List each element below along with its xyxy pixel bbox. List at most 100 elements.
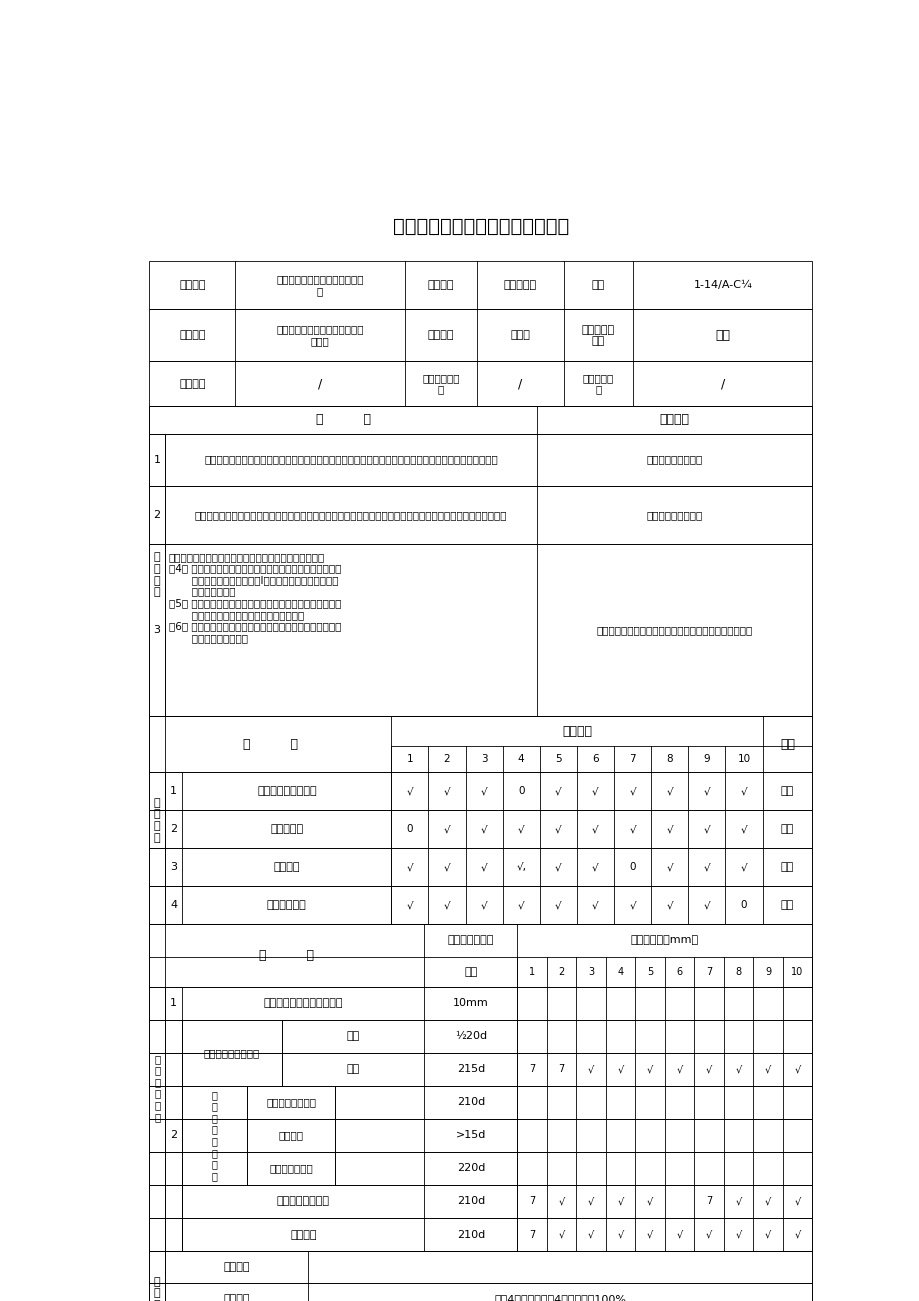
Text: 7: 7 [705,967,711,977]
Bar [149,1086,811,1119]
Bar [149,1020,811,1053]
Text: 铅护套铠带铠装: 铅护套铠带铠装 [269,1163,312,1174]
Text: /: / [518,377,522,390]
Bar [149,406,811,716]
Text: √: √ [592,863,598,873]
Text: √: √ [629,900,635,911]
Text: 3: 3 [170,863,177,873]
Text: 分包单位: 分包单位 [179,379,205,389]
Text: 半径: 半径 [464,967,477,977]
Text: 电缆线路分项工程质量验收记录表: 电缆线路分项工程质量验收记录表 [392,217,568,235]
Text: 单芯: 单芯 [346,1032,359,1041]
Text: √: √ [675,1064,682,1075]
Text: 从
本
项
目: 从 本 项 目 [153,798,160,843]
Text: 4: 4 [617,967,623,977]
Text: √: √ [734,1064,741,1075]
Text: >15d: >15d [455,1131,485,1141]
Text: 符合设计及规范要求: 符合设计及规范要求 [646,454,702,464]
Text: √: √ [703,786,709,796]
Text: 保
证
项
目: 保 证 项 目 [153,553,160,597]
Text: √: √ [554,786,562,796]
Text: 多芯: 多芯 [346,1064,359,1075]
Text: √: √ [646,1229,652,1240]
Bar [149,886,811,925]
Text: 检查4项，其中优良4项，优良率100%: 检查4项，其中优良4项，优良率100% [494,1294,626,1301]
Text: √: √ [734,1197,741,1206]
Text: √: √ [481,900,487,911]
Text: 橡胶或聚乙烯护套: 橡胶或聚乙烯护套 [266,1097,316,1107]
Text: 接地（接零）: 接地（接零） [267,900,306,911]
Text: √: √ [617,1229,623,1240]
Text: 优良: 优良 [780,863,793,873]
Bar [149,362,811,406]
Text: 梁板柱结构: 梁板柱结构 [504,280,537,290]
Text: 检
查
结
果: 检 查 结 果 [153,1276,160,1301]
Text: √: √ [740,863,746,873]
Text: 实测偏差值（mm）: 实测偏差值（mm） [630,935,698,946]
Bar [149,433,811,485]
Text: √: √ [675,1229,682,1240]
Bar [149,773,811,811]
Text: √: √ [481,863,487,873]
Text: 塑料绝缘电力电缆: 塑料绝缘电力电缆 [277,1197,330,1206]
Text: √: √ [740,825,746,834]
Text: 允
许
偏
差
项
目: 允 许 偏 差 项 目 [153,1054,160,1121]
Text: √: √ [646,1064,652,1075]
Bar [149,262,811,310]
Text: √: √ [665,900,673,911]
Text: 山东宁建建设集团有限公司第二
分公司: 山东宁建建设集团有限公司第二 分公司 [276,325,363,346]
Text: 2: 2 [153,510,161,520]
Text: 保护管安装: 保护管安装 [270,825,303,834]
Text: √: √ [592,900,598,911]
Text: 项          目: 项 目 [243,738,298,751]
Text: √: √ [592,786,598,796]
Text: 橡
力
胶
电
绝
缘
电
缆: 橡 力 胶 电 绝 缘 电 缆 [211,1090,218,1181]
Text: √: √ [558,1229,564,1240]
Text: 8: 8 [665,755,673,764]
Text: 谢峰: 谢峰 [714,329,730,342]
Text: 7: 7 [705,1197,711,1206]
Text: √: √ [587,1064,594,1075]
Text: √: √ [764,1229,770,1240]
Text: 210d: 210d [456,1097,484,1107]
Text: √: √ [703,863,709,873]
Text: 215d: 215d [456,1064,484,1075]
Text: /: / [317,377,322,390]
Text: √: √ [558,1197,564,1206]
Text: 1: 1 [406,755,413,764]
Bar [149,485,811,544]
Bar [149,848,811,886]
Text: 0: 0 [406,825,413,834]
Bar [149,1053,811,1086]
Text: √: √ [554,863,562,873]
Text: 电缆支（托）架安装: 电缆支（托）架安装 [256,786,316,796]
Text: 9: 9 [703,755,709,764]
Text: 5: 5 [646,967,652,977]
Text: 优良: 优良 [780,900,793,911]
Text: 电缆终端头和电缆接头的制作、安装必须符合下列规定：
（4） 封闭严密，填料灌注饱满，无气泡、渗油现象；芯线连
       接紧密，陵带包扎严密，I键涂料涂刷匀: 电缆终端头和电缆接头的制作、安装必须符合下列规定： （4） 封闭严密，填料灌注饱… [168,552,341,643]
Text: √: √ [587,1197,594,1206]
Text: √: √ [517,900,524,911]
Bar [149,716,811,773]
Text: 控制电缆: 控制电缆 [289,1229,316,1240]
Text: 王广传: 王广传 [510,330,530,341]
Text: 项          目: 项 目 [315,414,370,427]
Text: 3: 3 [153,624,161,635]
Text: 基本项目: 基本项目 [223,1294,250,1301]
Text: 电缆敷设: 电缆敷设 [273,863,300,873]
Text: 济宁市百丰商贸中心地下车库工
程: 济宁市百丰商贸中心地下车库工 程 [276,275,363,297]
Bar [149,925,811,986]
Text: 施工单位: 施工单位 [179,330,205,341]
Text: 3: 3 [481,755,487,764]
Text: 220d: 220d [456,1163,484,1174]
Text: 电缆敷设严禁有绞拧、铠装压扁、护层断裂和表面严重划伤等缺陷直埋敷设时，严禁在管道的上面或下面平行敷设: 电缆敷设严禁有绞拧、铠装压扁、护层断裂和表面严重划伤等缺陷直埋敷设时，严禁在管道… [195,510,507,520]
Text: 1-14/A-C¼: 1-14/A-C¼ [693,280,752,290]
Text: 电缆的品种、规格、质量符合设计要求。电缆的耐压试验结果、泄漏电流和绝缘电阻必须符合施工规范规定: 电缆的品种、规格、质量符合设计要求。电缆的耐压试验结果、泄漏电流和绝缘电阻必须符… [204,454,497,464]
Text: 项          目: 项 目 [259,948,314,961]
Bar [149,986,811,1020]
Text: 优良: 优良 [780,786,793,796]
Text: 优良: 优良 [780,825,793,834]
Text: 保证项目: 保证项目 [223,1262,250,1272]
Text: 2: 2 [170,825,177,834]
Text: √: √ [764,1197,770,1206]
